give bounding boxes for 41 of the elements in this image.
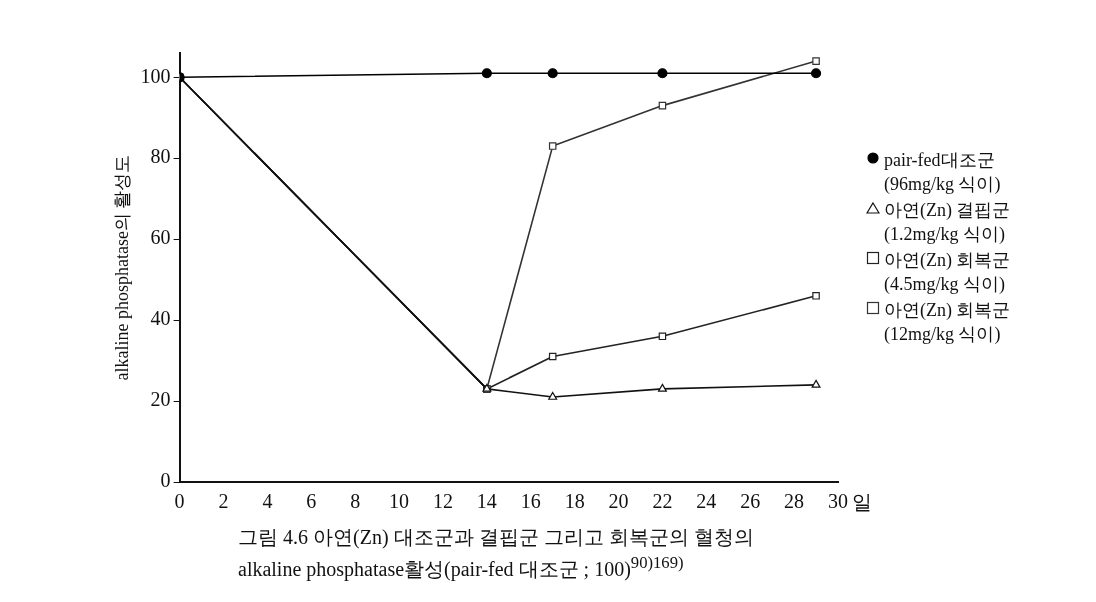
text: 그림 4.6 아연(Zn) 대조군과 결핍군 그리고 회복군의 혈청의 alkaline phosphatase활성(pair-fed 대조군 ; 100)$^{90)169)}$ (238, 525, 755, 582)
x-tick-label: 6 (306, 490, 317, 513)
x-tick-label: 24 (696, 490, 717, 513)
y-tick-label: 20 (150, 388, 171, 411)
y-tick-label: 40 (150, 307, 171, 330)
x-tick-label: 18 (564, 490, 585, 513)
point (812, 292, 820, 300)
x-tick-label: 28 (784, 490, 805, 513)
point (812, 57, 820, 65)
legend-label: 아연(Zn) 회복군 (4.5mg/kg 식이) (884, 249, 1012, 296)
point (658, 332, 667, 341)
y-axis-title: alkaline phosphatase의 활성도 (111, 154, 132, 381)
x-tick-label: 8 (350, 490, 361, 513)
x-tick-label: 22 (652, 490, 673, 513)
y-tick-label: 80 (150, 145, 171, 168)
x-tick-label: 20 (608, 490, 629, 513)
x-tick-label: 0 (174, 490, 185, 513)
point (811, 379, 821, 388)
point (548, 352, 557, 361)
point (548, 391, 558, 400)
x-tick-label: 12 (432, 490, 453, 513)
legend-label: pair-fed대조군 (96mg/kg 식이) (884, 149, 1002, 196)
y-tick-label: 0 (160, 469, 171, 492)
point (657, 383, 667, 392)
point (481, 68, 492, 79)
y-tick-label: 60 (150, 226, 171, 249)
y-tick-label: 100 (140, 64, 171, 87)
x-tick-label: 30 (828, 490, 848, 513)
x-tick-label: 16 (520, 490, 541, 513)
x-axis-title: 일 (852, 491, 872, 514)
x-tick-label: 2 (218, 490, 229, 513)
x-tick-label: 26 (740, 490, 761, 513)
legend-label: 아연(Zn) 결핍군 (1.2mg/kg 식이) (884, 199, 1012, 246)
x-tick-label: 4 (262, 490, 273, 513)
point (547, 68, 558, 79)
point (657, 68, 668, 79)
legend-label: 아연(Zn) 회복군 (12mg/kg 식이) (884, 299, 1012, 346)
x-tick-label: 14 (476, 490, 497, 513)
x-tick-label: 10 (389, 490, 410, 513)
point (810, 68, 822, 79)
point (548, 142, 557, 150)
